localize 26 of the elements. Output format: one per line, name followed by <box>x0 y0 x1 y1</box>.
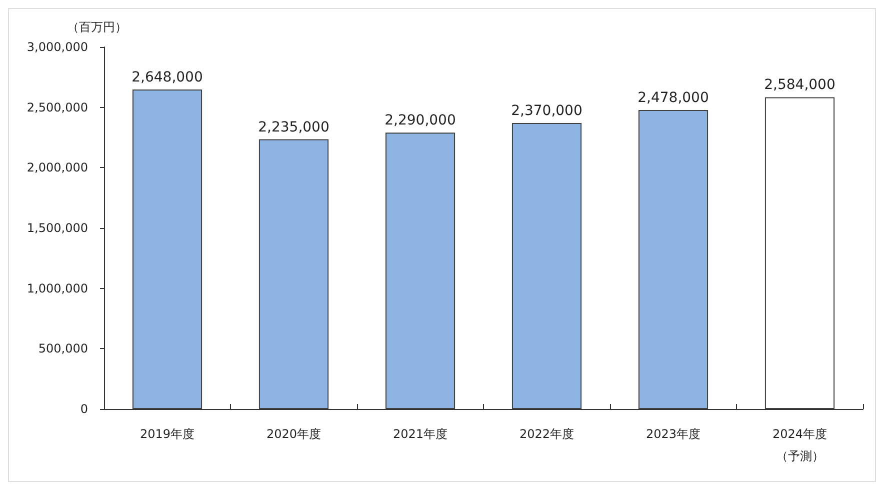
bar <box>385 132 456 409</box>
x-tick-label: 2019年度 <box>140 427 195 441</box>
data-label: 2,478,000 <box>638 90 709 106</box>
bar <box>764 97 835 409</box>
y-tick-label: 2,000,000 <box>26 160 88 175</box>
data-label: 2,290,000 <box>384 112 456 129</box>
y-tick-label: 0 <box>80 402 88 416</box>
y-tick-label: 2,500,000 <box>26 100 88 114</box>
x-tick-label: 2022年度 <box>519 427 574 441</box>
bar <box>638 110 708 409</box>
y-tick-label: 3,000,000 <box>26 40 88 54</box>
x-tick-label: 2020年度 <box>266 427 322 441</box>
x-tick-label: 2021年度 <box>392 427 448 441</box>
x-tick-label: 2024年度（予測） <box>772 427 828 463</box>
bar <box>512 123 582 409</box>
data-label: 2,235,000 <box>258 119 330 136</box>
x-tick-label: 2023年度 <box>646 427 701 441</box>
bar <box>132 89 202 409</box>
data-label: 2,584,000 <box>764 77 836 94</box>
data-label: 2,370,000 <box>511 103 582 120</box>
y-tick-label: 1,500,000 <box>26 221 88 235</box>
data-label: 2,648,000 <box>132 69 203 86</box>
y-tick-label: 1,000,000 <box>26 281 88 296</box>
y-tick-label: 500,000 <box>38 342 88 356</box>
bar <box>258 139 329 409</box>
y-axis-title: （百万円） <box>67 20 127 34</box>
